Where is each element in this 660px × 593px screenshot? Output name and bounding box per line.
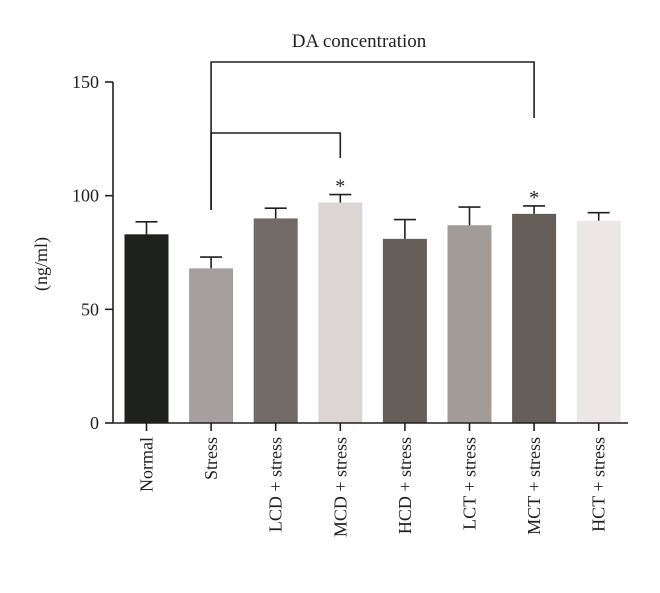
significance-marker-mct-stress: * <box>529 187 539 209</box>
error-bars-group <box>135 193 610 269</box>
error-bar-hct-stress <box>587 211 610 221</box>
significance-marker-mcd-stress: * <box>335 176 345 198</box>
error-bar-lcd-stress <box>264 207 287 219</box>
x-tick-label-mcd-stress: MCD + stress <box>330 437 350 537</box>
bar-mct-stress <box>512 213 557 423</box>
y-tick-label-0: 0 <box>90 413 99 433</box>
x-tick-label-hcd-stress: HCD + stress <box>395 437 415 534</box>
bar-hct-stress <box>576 220 621 423</box>
x-tick-label-lcd-stress: LCD + stress <box>266 437 286 532</box>
error-bar-mcd-stress <box>329 193 352 203</box>
error-bar-mct-stress <box>523 205 546 214</box>
bar-mcd-stress <box>318 202 363 423</box>
comparison-brackets <box>210 61 535 210</box>
y-axis-label: (ng/ml) <box>31 237 52 291</box>
error-bar-normal <box>135 221 158 235</box>
x-tick-label-stress: Stress <box>201 437 221 480</box>
significance-markers: ** <box>335 176 539 209</box>
x-tick-label-lct-stress: LCT + stress <box>460 437 480 530</box>
y-ticks-group: 0 50 100 150 <box>72 72 113 433</box>
comparison-bracket-stress-vs-mcd-stress <box>210 132 342 210</box>
x-tick-label-hct-stress: HCT + stress <box>589 437 609 532</box>
x-tick-labels-group: Normal Stress LCD + stress MCD + stress HCD … <box>137 423 609 537</box>
bar-normal <box>124 234 169 423</box>
chart-title: DA concentration <box>292 31 427 52</box>
bar-stress <box>189 268 234 423</box>
error-bar-lct-stress <box>458 206 481 226</box>
y-tick-label-100: 100 <box>72 186 99 206</box>
error-bar-hcd-stress <box>393 218 416 239</box>
bars-group <box>124 202 621 423</box>
x-tick-label-normal: Normal <box>137 437 157 492</box>
bar-lcd-stress <box>253 218 298 423</box>
bar-lct-stress <box>447 225 492 423</box>
error-bar-stress <box>200 256 223 269</box>
x-tick-label-mct-stress: MCT + stress <box>524 437 544 535</box>
y-tick-label-150: 150 <box>72 72 99 92</box>
comparison-bracket-stress-vs-mct-stress <box>210 61 535 210</box>
bar-hcd-stress <box>382 238 427 423</box>
y-tick-label-50: 50 <box>81 299 99 319</box>
axes-group <box>112 82 628 424</box>
